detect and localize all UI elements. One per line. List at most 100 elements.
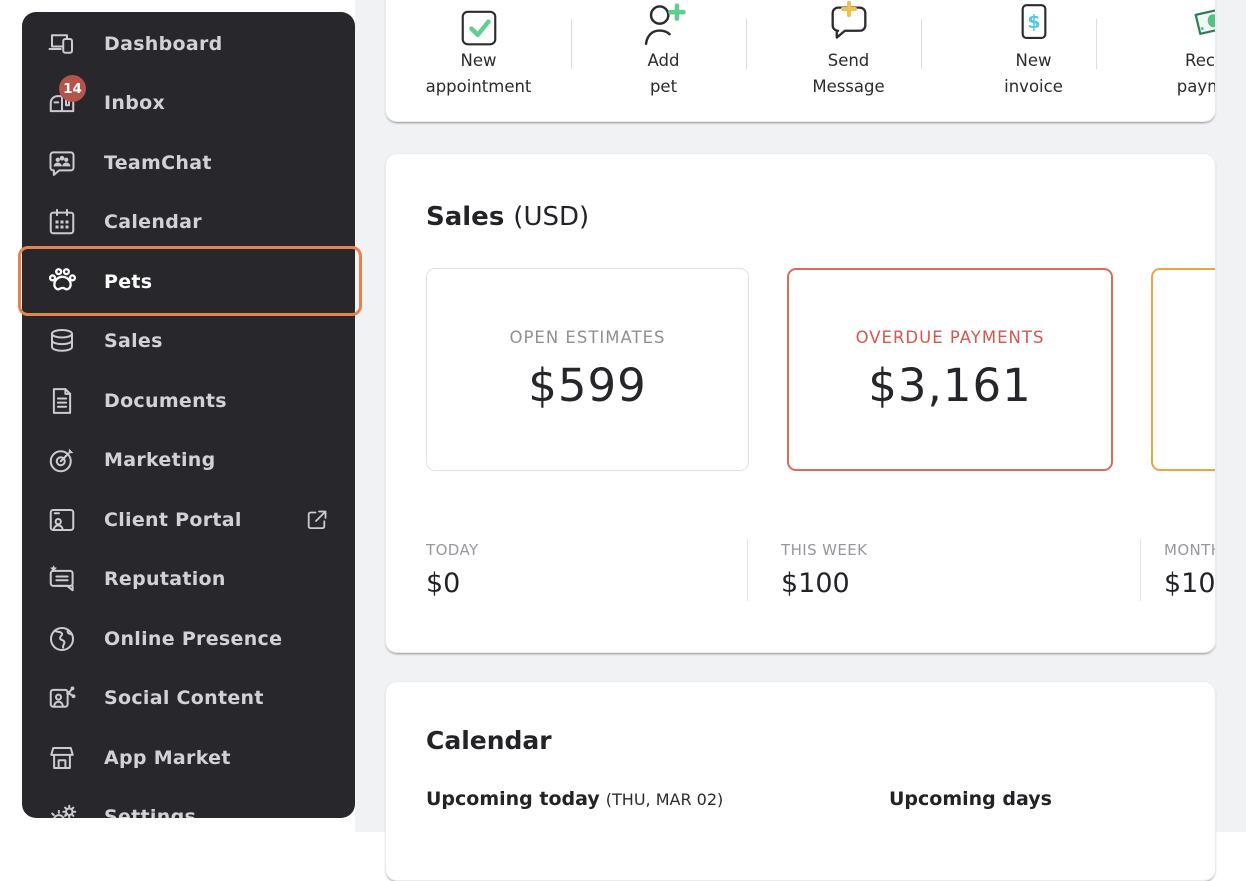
quick-action-label: New <box>1015 51 1052 70</box>
sidebar-item-label: Inbox <box>104 92 166 115</box>
upcoming-today-label: Upcoming today <box>426 788 600 810</box>
gears-icon <box>46 801 78 818</box>
quick-action-label: Record <box>1184 51 1215 70</box>
photo-share-icon <box>46 682 78 714</box>
sidebar-item-label: TeamChat <box>104 151 212 174</box>
stat-card-clipped[interactable] <box>1151 268 1215 471</box>
sales-currency-text: (USD) <box>513 202 590 232</box>
mailbox-icon: 14 <box>46 75 86 119</box>
quick-action-label: Send <box>827 51 870 70</box>
sales-panel-title: Sales (USD) <box>426 202 589 232</box>
divider <box>746 19 747 69</box>
sales-panel: Sales (USD) OPEN ESTIMATES $599 OVERDUE P… <box>385 153 1216 653</box>
sidebar-item-label: Dashboard <box>104 32 223 55</box>
sidebar-item-documents[interactable]: Documents <box>22 371 355 431</box>
checkbox-check-icon <box>386 9 571 47</box>
quick-action-label: Add <box>647 51 680 70</box>
upcoming-today-heading: Upcoming today (THU, MAR 02) <box>426 788 723 810</box>
stat-card-label: OVERDUE PAYMENTS <box>855 327 1045 347</box>
stat-card-open-estimates[interactable]: OPEN ESTIMATES $599 <box>426 268 749 471</box>
quick-action-label: appointment <box>425 77 532 96</box>
team-chat-bubble-icon <box>46 147 78 179</box>
sidebar-item-marketing[interactable]: Marketing <box>22 431 355 491</box>
quick-actions-bar: New appointment Add pet <box>385 0 1216 122</box>
calendar-icon <box>46 206 78 238</box>
quick-action-add-pet[interactable]: Add pet <box>571 3 756 121</box>
sidebar-item-inbox[interactable]: 14 Inbox <box>22 74 355 134</box>
quick-action-record-payment[interactable]: Record payment <box>1126 9 1215 121</box>
add-pet-icon <box>571 3 756 47</box>
invoice-dollar-icon: $ <box>941 4 1126 47</box>
quick-action-send-message[interactable]: Send Message <box>756 0 941 121</box>
stat-card-value: $599 <box>528 358 647 412</box>
sidebar-item-client-portal[interactable]: Client Portal <box>22 490 355 550</box>
sidebar-item-label: Reputation <box>104 568 226 591</box>
sidebar-item-dashboard[interactable]: Dashboard <box>22 14 355 74</box>
stat-card-value: $3,161 <box>868 358 1032 412</box>
sidebar-item-app-market[interactable]: App Market <box>22 728 355 788</box>
sales-summary-this-week: THIS WEEK $100 <box>781 541 867 599</box>
divider <box>571 19 572 69</box>
sidebar-item-label: Calendar <box>104 211 202 234</box>
summary-value: $100 <box>781 568 850 599</box>
sidebar-item-label: Sales <box>104 330 163 353</box>
sales-summary-today: TODAY $0 <box>426 541 479 599</box>
summary-label: MONTH TO DATE <box>1164 541 1215 559</box>
paw-icon <box>46 266 78 298</box>
dashboard-page: { "accents": { "highlight_orange": "#e58… <box>18 0 1246 881</box>
quick-action-new-appointment[interactable]: New appointment <box>386 9 571 121</box>
sidebar-item-label: Online Presence <box>104 627 283 650</box>
summary-label: THIS WEEK <box>781 541 868 559</box>
external-link-icon <box>305 508 329 532</box>
calendar-panel-title: Calendar <box>426 726 552 755</box>
sidebar-item-label: Social Content <box>104 687 264 710</box>
coins-icon <box>46 325 78 357</box>
divider <box>747 539 748 601</box>
svg-text:$: $ <box>1027 11 1040 33</box>
sidebar-nav: Dashboard 14 Inbox TeamChat <box>22 12 355 818</box>
globe-icon <box>46 623 78 655</box>
sales-summary-month-to-date: MONTH TO DATE $100 <box>1164 541 1216 599</box>
document-icon <box>46 385 78 417</box>
sidebar-item-settings[interactable]: Settings <box>22 788 355 818</box>
sidebar-item-label: Client Portal <box>104 508 242 531</box>
sidebar-item-label: Marketing <box>104 449 216 472</box>
sidebar-item-label: Pets <box>104 270 153 293</box>
sidebar-item-pets[interactable]: Pets <box>22 252 355 312</box>
summary-value: $100 <box>1164 568 1216 599</box>
sidebar-item-online-presence[interactable]: Online Presence <box>22 609 355 669</box>
upcoming-today-date: (THU, MAR 02) <box>605 790 724 809</box>
sidebar-item-label: Documents <box>104 389 227 412</box>
stat-card-overdue-payments[interactable]: OVERDUE PAYMENTS $3,161 <box>787 268 1113 471</box>
review-star-icon <box>46 563 78 595</box>
main-content-area: New appointment Add pet <box>355 0 1246 881</box>
devices-icon <box>46 28 78 60</box>
divider <box>1140 539 1141 601</box>
upcoming-days-heading: Upcoming days <box>889 788 1052 810</box>
quick-action-label: pet <box>649 77 678 96</box>
sidebar-item-social-content[interactable]: Social Content <box>22 669 355 729</box>
sidebar-item-sales[interactable]: Sales <box>22 312 355 372</box>
storefront-icon <box>46 742 78 774</box>
sidebar-item-calendar[interactable]: Calendar <box>22 193 355 253</box>
quick-action-new-invoice[interactable]: $ New invoice <box>941 4 1126 121</box>
banknote-icon <box>1126 9 1215 47</box>
quick-action-label: invoice <box>1004 77 1063 96</box>
quick-action-label: Message <box>812 77 885 96</box>
quick-action-label: New <box>460 51 497 70</box>
browser-user-icon <box>46 504 78 536</box>
sidebar-item-label: Settings <box>104 806 197 818</box>
sidebar-item-teamchat[interactable]: TeamChat <box>22 133 355 193</box>
sidebar-item-label: App Market <box>104 746 231 769</box>
sales-title-text: Sales <box>426 202 505 232</box>
divider <box>1096 19 1097 69</box>
quick-action-label: payment <box>1176 77 1215 96</box>
summary-label: TODAY <box>426 541 479 559</box>
message-plus-icon <box>756 0 941 47</box>
target-arrow-icon <box>46 444 78 476</box>
divider <box>921 19 922 69</box>
inbox-unread-badge: 14 <box>59 75 86 103</box>
sidebar-item-reputation[interactable]: Reputation <box>22 550 355 610</box>
stat-card-label: OPEN ESTIMATES <box>509 327 666 347</box>
summary-value: $0 <box>426 568 461 599</box>
